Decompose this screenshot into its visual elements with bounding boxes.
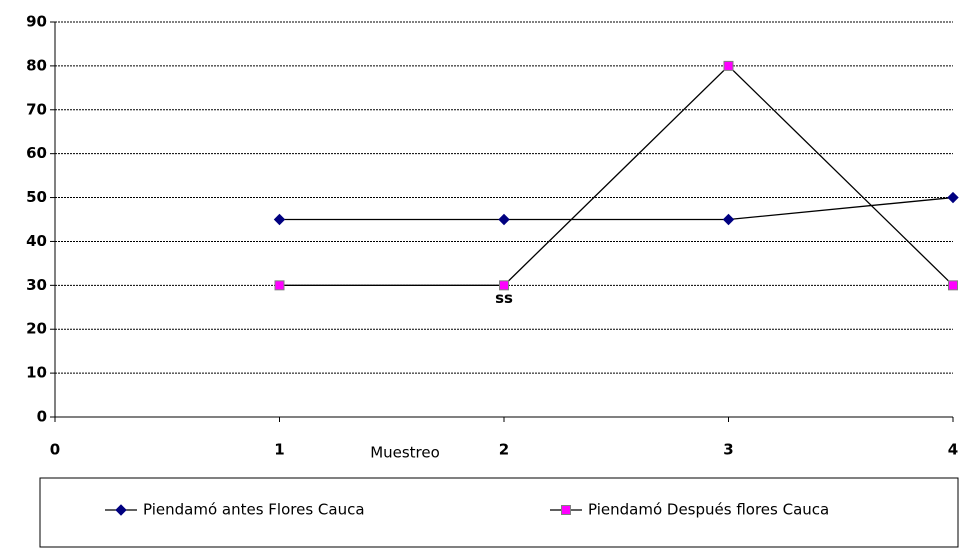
data-point [499,280,509,291]
y-tick-label: 10 [26,364,47,382]
legend-marker [561,505,571,515]
legend-label: Piendamó Después flores Cauca [588,501,829,519]
annotation: ss [495,289,513,307]
y-tick-label: 20 [26,320,47,338]
legend-marker [115,504,127,516]
y-tick-label: 70 [26,100,47,118]
x-tick-label: 2 [499,441,509,459]
x-tick-label: 1 [274,441,284,459]
data-point [723,60,734,71]
y-tick-label: 50 [26,188,47,206]
data-point [273,213,286,226]
x-tick-label: 4 [948,441,958,459]
legend-box [39,477,959,548]
data-point [722,213,735,226]
x-tick-label: 3 [723,441,733,459]
series-line [279,64,954,286]
data-point [274,280,285,291]
data-point [498,213,510,226]
y-tick-label: 90 [26,13,47,31]
y-tick-label: 40 [26,232,47,250]
x-tick-label: 0 [50,441,60,459]
y-tick-label: 30 [26,276,47,294]
x-axis-label: Muestreo [370,444,440,462]
y-tick-label: 60 [26,144,47,162]
legend-label: Piendamó antes Flores Cauca [143,501,365,519]
data-point [947,191,959,204]
data-point [948,280,958,291]
series-line [279,196,954,221]
y-tick-label: 0 [37,408,47,426]
y-tick-label: 80 [26,56,47,74]
